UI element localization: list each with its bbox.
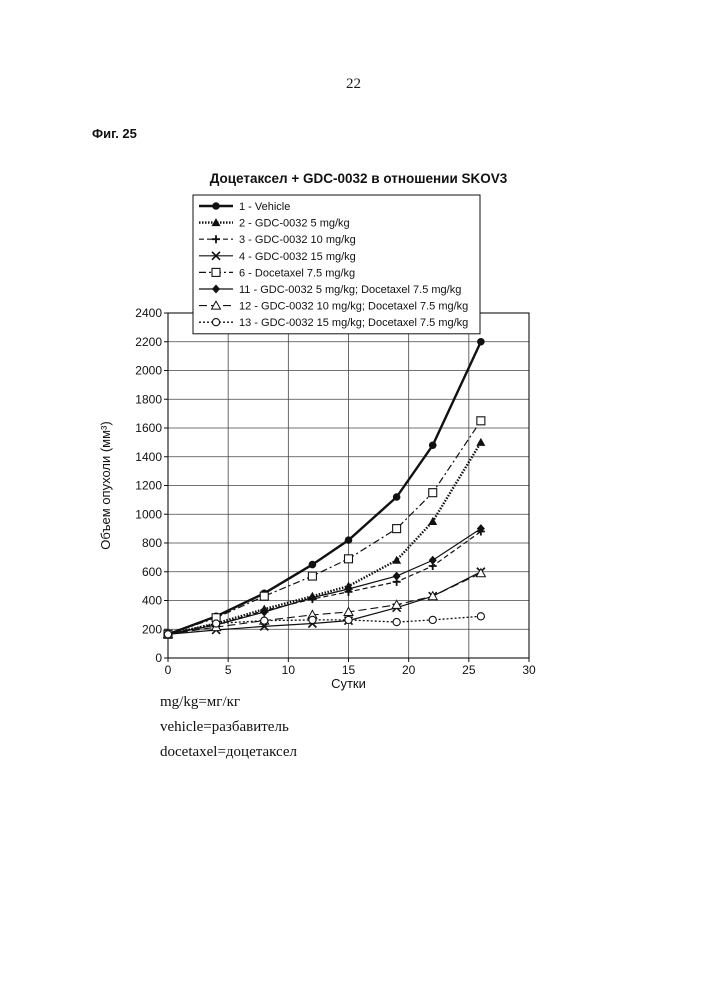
data-point [261, 617, 268, 624]
y-tick-label: 2200 [135, 335, 162, 349]
y-tick-label: 200 [142, 622, 162, 636]
series-line [168, 421, 481, 634]
series-5 [164, 417, 485, 638]
y-tick-label: 400 [142, 594, 162, 608]
legend-label: 6 - Docetaxel 7.5 mg/kg [239, 267, 355, 279]
data-point [164, 631, 171, 638]
x-tick-label: 10 [282, 663, 296, 677]
x-tick-label: 15 [342, 663, 356, 677]
data-point [393, 618, 400, 625]
data-point [477, 338, 485, 346]
y-tick-label: 1800 [135, 392, 162, 406]
data-point [393, 525, 401, 533]
legend-marker [212, 268, 220, 276]
data-point [477, 417, 485, 425]
legend-label: 11 - GDC-0032 5 mg/kg; Docetaxel 7.5 mg/… [239, 284, 461, 296]
legend-label: 12 - GDC-0032 10 mg/kg; Docetaxel 7.5 mg… [239, 301, 468, 313]
x-axis-label: Сутки [331, 676, 366, 691]
legend-marker [212, 319, 219, 326]
data-point [309, 561, 317, 569]
series-7 [164, 569, 486, 638]
tumor-volume-line-chart: 0 5 10 15 20 25 30 0 200 400 600 800 1000 1200 1400 160… [0, 0, 707, 700]
data-point [308, 572, 316, 580]
data-point [345, 616, 352, 623]
y-tick-label: 2400 [135, 306, 162, 320]
series-line [168, 342, 481, 635]
data-point [393, 493, 401, 501]
x-tick-label: 5 [225, 663, 232, 677]
y-tick-label: 0 [155, 651, 162, 665]
note-mgkg: mg/kg=мг/кг [160, 690, 297, 715]
y-axis-label: Объем опухоли (мм³) [98, 421, 113, 549]
data-point [345, 555, 353, 563]
data-point [429, 616, 436, 623]
legend-label: 2 - GDC-0032 5 mg/kg [239, 218, 350, 230]
data-point [477, 613, 484, 620]
legend-label: 1 - Vehicle [239, 201, 290, 213]
x-tick-label: 25 [462, 663, 476, 677]
data-point [429, 489, 437, 497]
y-tick-label: 1400 [135, 450, 162, 464]
data-point [428, 517, 437, 525]
x-tick-label: 0 [165, 663, 172, 677]
data-point [345, 536, 353, 544]
x-tick-label: 30 [522, 663, 536, 677]
data-point [309, 616, 316, 623]
legend-box [193, 195, 480, 334]
series-line [168, 442, 481, 634]
legend: 1 - Vehicle 2 - GDC-0032 5 mg/kg 3 - GDC-0… [193, 195, 480, 334]
y-tick-label: 1200 [135, 479, 162, 493]
y-tick-label: 1600 [135, 421, 162, 435]
x-tick-label: 20 [402, 663, 416, 677]
series-4 [164, 568, 485, 639]
data-point [476, 438, 485, 446]
grid [168, 313, 529, 658]
y-tick-label: 2000 [135, 364, 162, 378]
y-tick-label: 1000 [135, 507, 162, 521]
legend-label: 4 - GDC-0032 15 mg/kg [239, 251, 356, 263]
legend-label: 13 - GDC-0032 15 mg/kg; Docetaxel 7.5 mg… [239, 317, 468, 329]
legend-marker [212, 202, 220, 210]
data-point [429, 556, 437, 565]
y-tick-label: 600 [142, 565, 162, 579]
legend-label: 3 - GDC-0032 10 mg/kg [239, 234, 356, 246]
series-2 [164, 438, 486, 638]
data-point [213, 620, 220, 627]
note-docetaxel: docetaxel=доцетаксел [160, 740, 297, 765]
data-point [393, 572, 401, 581]
notes: mg/kg=мг/кг vehicle=разбавитель docetaxe… [160, 690, 297, 765]
data-point [260, 592, 268, 600]
note-vehicle: vehicle=разбавитель [160, 715, 297, 740]
y-tick-label: 800 [142, 536, 162, 550]
data-point [429, 441, 437, 449]
